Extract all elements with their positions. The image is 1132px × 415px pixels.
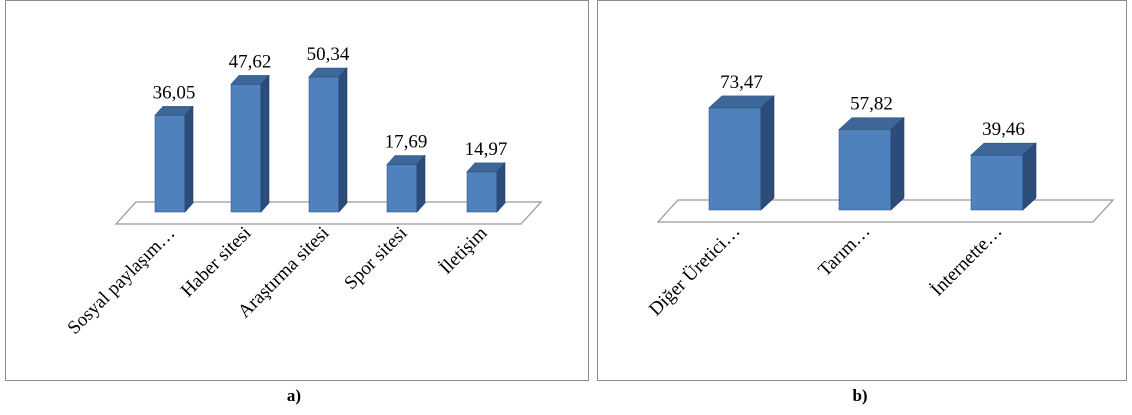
category-label-5: İletişim	[436, 223, 492, 279]
caption-b: b)	[852, 386, 868, 405]
data-label-3: 39,46	[982, 119, 1025, 140]
data-label-1: 73,47	[720, 72, 763, 93]
bar-2	[230, 74, 270, 213]
chart-panel-b: 73,47 Diğer Üretici… 57,82 Tarım… 39,46 İnter…	[597, 0, 1127, 381]
data-label-5: 14,97	[465, 139, 508, 160]
bar-front	[154, 115, 186, 213]
category-label-3: İnternette…	[927, 221, 1007, 301]
bar-2	[838, 116, 905, 211]
bar-side	[416, 154, 426, 213]
bar-front	[708, 107, 762, 211]
caption-a: a)	[286, 386, 302, 405]
bar-chart-a: 36,05 Sosyal paylaşım… 47,62 Haber sitesi 50…	[64, 44, 543, 339]
category-label-1: Diğer Üretici…	[645, 221, 745, 321]
data-label-2: 47,62	[229, 51, 272, 72]
bar-front	[386, 164, 418, 213]
bar-front	[466, 171, 498, 213]
category-label-1: Sosyal paylaşım…	[64, 223, 180, 339]
data-label-1: 36,05	[153, 82, 196, 103]
category-label-2: Haber sitesi	[177, 223, 256, 302]
bar-side	[890, 116, 905, 211]
chart-floor	[656, 199, 1115, 223]
bar-chart-b: 73,47 Diğer Üretici… 57,82 Tarım… 39,46 İnter…	[645, 72, 1115, 321]
category-label-2: Tarım…	[814, 221, 874, 281]
category-label-4: Spor sitesi	[340, 223, 411, 294]
data-label-4: 17,69	[385, 132, 428, 153]
bar-front	[838, 129, 892, 211]
bar-front	[970, 154, 1024, 211]
bar-3	[308, 67, 348, 213]
bar-side	[338, 67, 348, 213]
bar-1	[154, 105, 194, 213]
bar-4	[386, 154, 426, 213]
data-label-2: 57,82	[850, 94, 893, 115]
bar-side	[496, 162, 506, 213]
bar-side	[760, 95, 775, 211]
bar-side	[184, 105, 194, 213]
bar-front	[230, 84, 262, 213]
bar-3	[970, 142, 1037, 211]
bar-1	[708, 95, 775, 211]
bar-5	[466, 162, 506, 213]
data-label-3: 50,34	[307, 44, 350, 65]
chart-floor	[114, 201, 543, 225]
chart-panel-a: 36,05 Sosyal paylaşım… 47,62 Haber sitesi 50…	[5, 0, 589, 381]
bar-side	[260, 74, 270, 213]
bar-side	[1022, 142, 1037, 211]
bar-front	[308, 76, 340, 213]
